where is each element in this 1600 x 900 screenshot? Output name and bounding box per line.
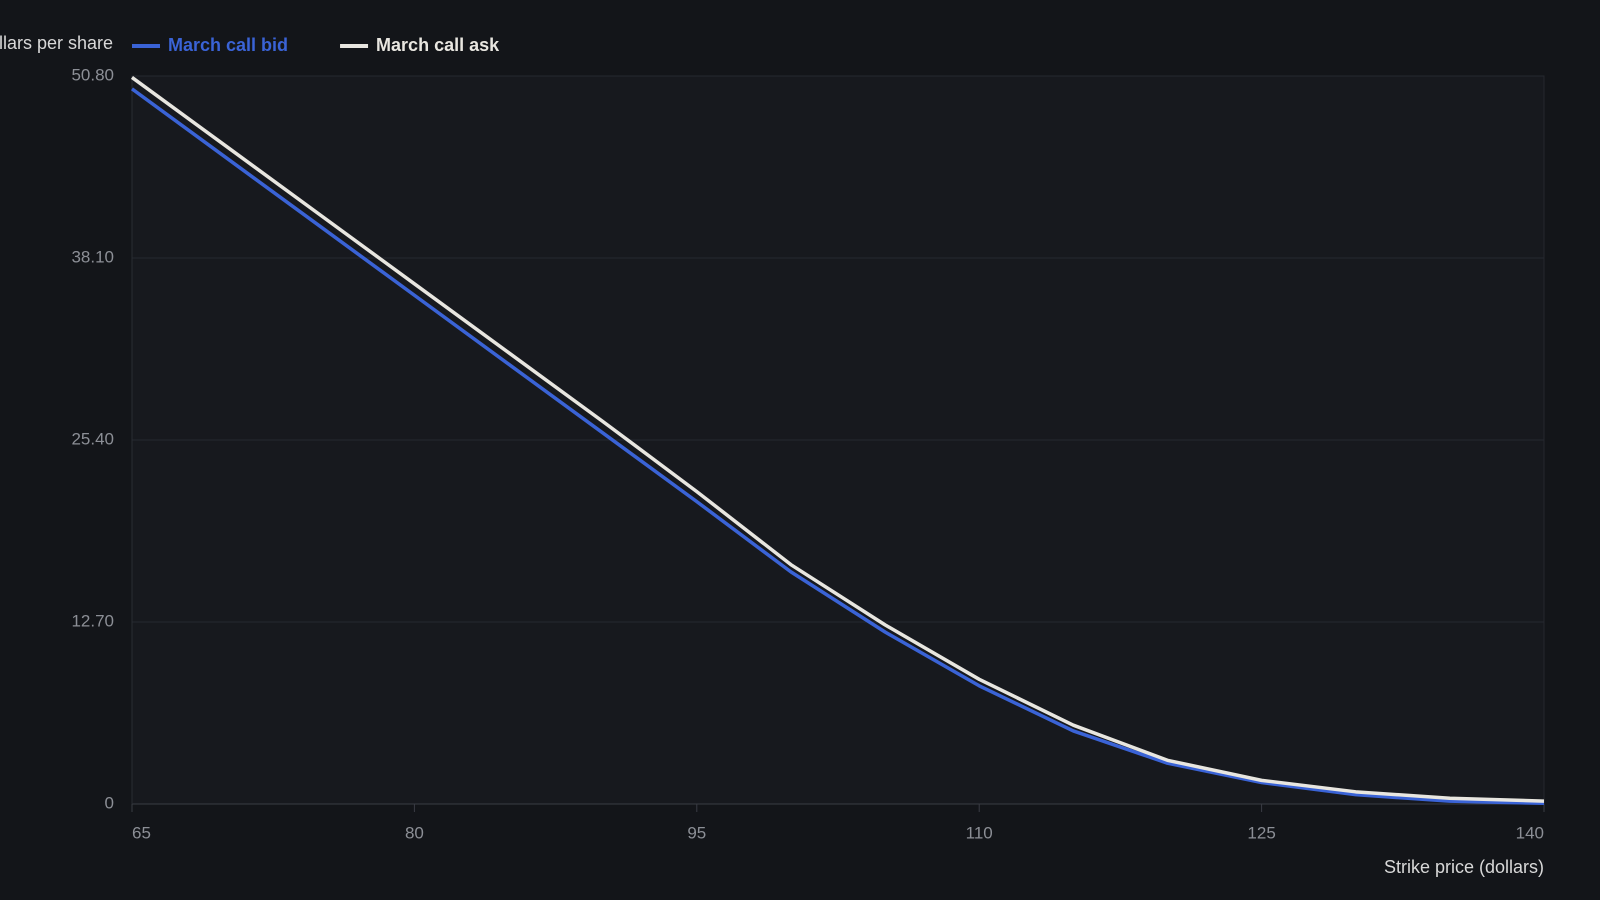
x-axis-label: Strike price (dollars) <box>1384 857 1544 877</box>
y-tick-label: 0 <box>105 793 114 812</box>
x-tick-label: 65 <box>132 823 151 842</box>
y-tick-label: 25.40 <box>71 429 114 448</box>
x-tick-label: 125 <box>1247 823 1275 842</box>
y-axis-label: Dollars per share <box>0 33 113 53</box>
y-tick-label: 12.70 <box>71 611 114 630</box>
x-tick-label: 140 <box>1516 823 1544 842</box>
y-tick-label: 50.80 <box>71 65 114 84</box>
x-tick-label: 80 <box>405 823 424 842</box>
legend-label: March call bid <box>168 35 288 55</box>
legend-label: March call ask <box>376 35 500 55</box>
series-line <box>130 76 1545 803</box>
x-tick-label: 110 <box>966 823 993 842</box>
series-line <box>130 87 1545 806</box>
x-tick-label: 95 <box>687 823 706 842</box>
y-tick-label: 38.10 <box>71 247 114 266</box>
